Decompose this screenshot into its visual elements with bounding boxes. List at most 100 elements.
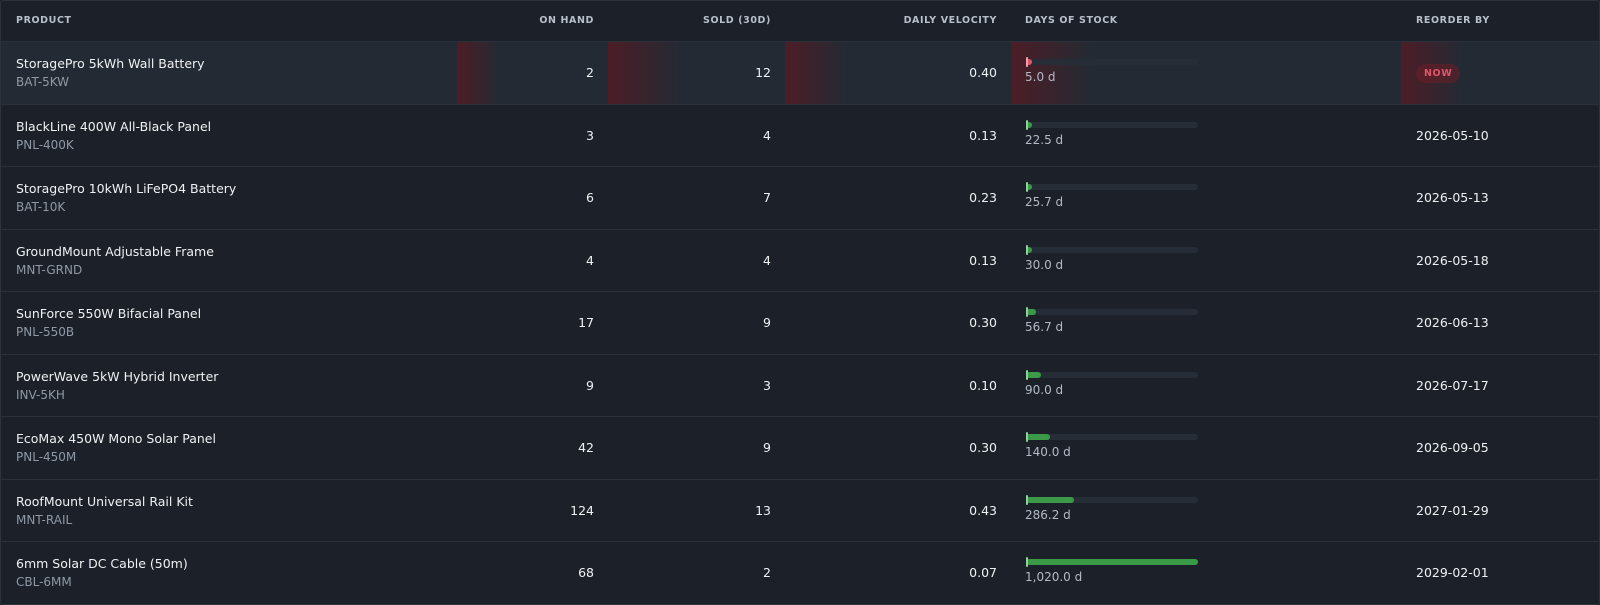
column-header: REORDER BY (1416, 15, 1490, 26)
alert-highlight (608, 42, 678, 104)
days-label: 56.7 d (1025, 320, 1064, 334)
reorder-date: 2027-01-29 (1416, 502, 1489, 518)
table-row: GroundMount Adjustable Frame MNT-GRND 4 4 0.… (1, 228, 1599, 292)
product-sku: INV-5KH (16, 387, 65, 402)
sold-30d: 7 (763, 190, 771, 205)
stock-marker (1026, 244, 1028, 255)
stock-marker (1026, 119, 1028, 130)
sold-30d: 4 (763, 127, 771, 143)
column-header: ON HAND (539, 15, 594, 26)
table-row: SunForce 550W Bifacial Panel PNL-550B 17 9 0… (1, 291, 1599, 354)
daily-velocity: 0.07 (969, 565, 997, 580)
reorder-date: 2029-02-01 (1416, 565, 1489, 580)
on-hand: 4 (586, 252, 594, 268)
stock-track (1026, 59, 1198, 65)
daily-velocity: 0.30 (969, 315, 997, 330)
product-sku: PNL-450M (16, 450, 77, 464)
days-label: 1,020.0 d (1025, 570, 1083, 584)
daily-velocity: 0.23 (969, 190, 997, 205)
sold-30d: 9 (763, 315, 771, 330)
stock-marker (1026, 557, 1028, 567)
stock-marker (1026, 182, 1028, 192)
days-label: 90.0 d (1025, 382, 1064, 397)
on-hand: 2 (586, 65, 594, 80)
daily-velocity: 0.43 (969, 502, 997, 518)
product-sku: BAT-5KW (16, 75, 70, 89)
stock-track (1026, 434, 1198, 440)
table-row: StoragePro 10kWh LiFePO4 Battery BAT-10K 6… (1, 166, 1599, 229)
reorder-date: 2026-07-17 (1416, 377, 1489, 393)
sold-30d: 9 (763, 440, 771, 455)
stock-track (1026, 309, 1198, 315)
stock-track (1026, 371, 1198, 378)
column-header: PRODUCT (16, 15, 72, 26)
product-name: RoofMount Universal Rail Kit (16, 493, 193, 509)
on-hand: 17 (578, 315, 594, 330)
days-label: 286.2 d (1025, 507, 1071, 522)
on-hand: 6 (586, 190, 594, 205)
product-name: PowerWave 5kW Hybrid Inverter (16, 368, 219, 384)
daily-velocity: 0.40 (969, 65, 997, 80)
alert-highlight (1011, 42, 1091, 104)
stock-bar (1026, 371, 1042, 378)
daily-velocity: 0.13 (969, 127, 997, 143)
on-hand: 9 (586, 377, 594, 393)
days-label: 140.0 d (1025, 445, 1071, 459)
sold-30d: 12 (755, 65, 771, 80)
product-name: 6mm Solar DC Cable (50m) (16, 556, 188, 571)
reorder-badge: NOW (1416, 64, 1461, 83)
product-name: StoragePro 5kWh Wall Battery (16, 56, 205, 71)
table-row: PowerWave 5kW Hybrid Inverter INV-5KH 9 3 0.… (1, 353, 1599, 417)
days-label: 5.0 d (1025, 70, 1056, 84)
sold-30d: 2 (763, 565, 771, 580)
stock-bar (1026, 121, 1032, 128)
reorder-date: 2026-09-05 (1416, 440, 1489, 455)
stock-marker (1026, 57, 1028, 67)
reorder-date: 2026-06-13 (1416, 315, 1489, 330)
product-sku: MNT-GRND (16, 262, 83, 277)
stock-marker (1026, 307, 1028, 317)
stock-bar (1026, 184, 1032, 190)
stock-track (1026, 246, 1198, 253)
stock-track (1026, 496, 1198, 503)
alert-highlight (1401, 42, 1461, 104)
on-hand: 68 (578, 565, 594, 580)
daily-velocity: 0.10 (969, 377, 997, 393)
stock-bar (1026, 309, 1036, 315)
column-header: DAYS OF STOCK (1025, 15, 1118, 26)
table-row: StoragePro 5kWh Wall Battery BAT-5KW 2 12 0.… (1, 41, 1599, 104)
sold-30d: 3 (763, 377, 771, 393)
reorder-date: 2026-05-13 (1416, 190, 1489, 205)
stock-track (1026, 184, 1198, 190)
product-sku: PNL-550B (16, 325, 75, 339)
days-label: 25.7 d (1025, 195, 1064, 209)
alert-highlight (785, 42, 845, 104)
daily-velocity: 0.13 (969, 252, 997, 268)
product-sku: BAT-10K (16, 200, 66, 214)
reorder-date: 2026-05-10 (1416, 127, 1489, 143)
product-name: SunForce 550W Bifacial Panel (16, 306, 202, 321)
days-label: 22.5 d (1025, 132, 1064, 147)
reorder-date: 2026-05-18 (1416, 252, 1489, 268)
column-header: DAILY VELOCITY (903, 15, 997, 26)
product-sku: PNL-400K (16, 137, 74, 152)
product-name: BlackLine 400W All-Black Panel (16, 118, 212, 134)
product-name: StoragePro 10kWh LiFePO4 Battery (16, 181, 237, 196)
table-row: BlackLine 400W All-Black Panel PNL-400K 3 4… (1, 103, 1599, 167)
stock-marker (1026, 432, 1028, 442)
days-label: 30.0 d (1025, 257, 1064, 272)
stock-track (1026, 121, 1198, 128)
alert-highlight (457, 42, 499, 104)
stock-bar (1026, 496, 1075, 503)
stock-bar (1026, 246, 1032, 253)
stock-bar (1026, 434, 1050, 440)
product-sku: MNT-RAIL (16, 512, 73, 527)
stock-bar (1026, 59, 1032, 65)
stock-marker (1026, 494, 1028, 505)
on-hand: 3 (586, 127, 594, 143)
stock-bar (1026, 559, 1198, 565)
sold-30d: 13 (755, 502, 771, 518)
daily-velocity: 0.30 (969, 440, 997, 455)
column-header: SOLD (30D) (703, 15, 771, 26)
table-row: 6mm Solar DC Cable (50m) CBL-6MM 68 2 0.07 1,… (1, 541, 1599, 604)
